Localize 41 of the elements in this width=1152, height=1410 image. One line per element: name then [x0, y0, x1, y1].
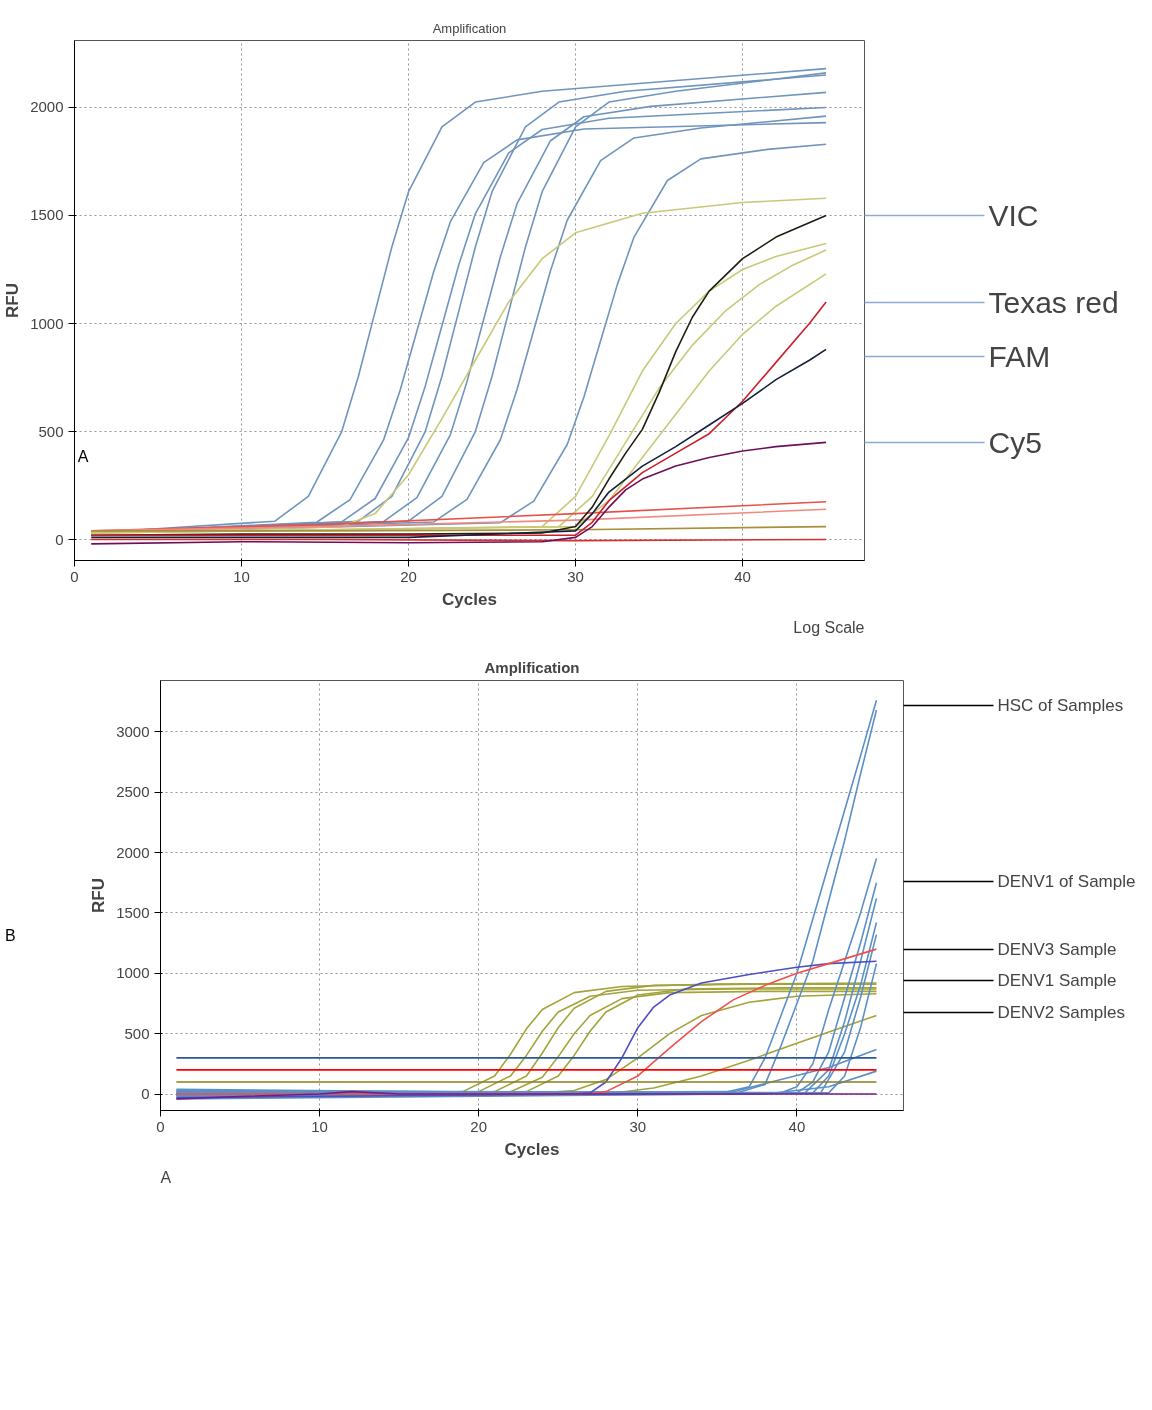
y-tick-label: 1000 [30, 314, 64, 332]
text: Texas red [988, 285, 1119, 319]
x-tick-label: 40 [788, 1117, 806, 1135]
y-tick-label: 0 [55, 530, 64, 548]
x-tick-label: 40 [734, 567, 751, 585]
y-tick-label: 3000 [116, 722, 150, 740]
text: VIC [988, 199, 1039, 233]
text: DENV1 of Sample [997, 872, 1136, 892]
x-tick-label: 30 [567, 567, 584, 585]
text: B [5, 926, 16, 946]
x-tick-label: 30 [629, 1117, 647, 1135]
text: DENV2 Samples [997, 1002, 1126, 1022]
text: Log Scale [793, 618, 865, 636]
x-tick-label: 0 [156, 1117, 165, 1135]
x-tick-label: 10 [311, 1117, 328, 1135]
x-axis-title: Cycles [442, 589, 497, 609]
x-axis-title: Cycles [504, 1139, 560, 1159]
text: A [160, 1168, 172, 1186]
text: FAM [988, 339, 1051, 373]
chart-title: Amplification [484, 658, 580, 676]
x-tick-label: 10 [233, 567, 250, 585]
y-tick-label: 2000 [30, 98, 64, 116]
y-axis-title: RFU [3, 283, 23, 318]
y-tick-label: 1000 [116, 964, 150, 982]
y-axis-title: RFU [89, 878, 109, 913]
text: HSC of Samples [997, 695, 1124, 715]
x-tick-label: 0 [70, 567, 79, 585]
y-tick-label: 2000 [116, 843, 150, 861]
x-tick-label: 20 [470, 1117, 488, 1135]
text: DENV1 Sample [997, 971, 1117, 991]
x-tick-label: 20 [400, 567, 417, 585]
y-tick-label: 1500 [30, 206, 64, 224]
y-tick-label: 0 [141, 1085, 150, 1103]
y-tick-label: 2500 [116, 783, 150, 801]
y-tick-label: 1500 [116, 903, 150, 921]
text: Cy5 [988, 426, 1042, 460]
chart-title: Amplification [432, 20, 507, 36]
text: DENV3 Sample [997, 939, 1117, 959]
y-tick-label: 500 [38, 422, 64, 440]
annotation: A [77, 448, 89, 465]
y-tick-label: 500 [124, 1024, 150, 1042]
